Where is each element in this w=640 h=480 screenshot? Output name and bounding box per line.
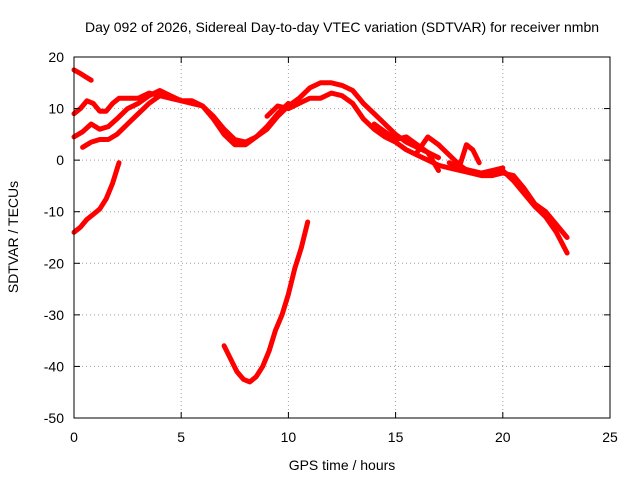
x-axis-label: GPS time / hours (289, 457, 396, 473)
x-tick-label: 0 (70, 429, 78, 445)
series-arc-10 (460, 145, 479, 166)
series-arc-5 (74, 163, 119, 233)
y-tick-label: 20 (48, 49, 64, 65)
y-tick-label: 10 (48, 101, 64, 117)
y-tick-label: -30 (44, 307, 64, 323)
y-tick-label: -10 (44, 204, 64, 220)
grid-layer (74, 57, 610, 418)
series-arc-1 (74, 70, 91, 80)
plot-frame (74, 57, 610, 418)
y-tick-label: -50 (44, 410, 64, 426)
x-tick-label: 25 (602, 429, 618, 445)
chart-svg: 0 5 10 15 20 25 -50 -40 -30 -20 -10 0 10 20 Day 092 o… (0, 0, 640, 480)
series-arc-9 (417, 137, 567, 238)
x-tick-label: 5 (177, 429, 185, 445)
y-tick-label: 0 (56, 152, 64, 168)
x-tick-label: 20 (495, 429, 511, 445)
chart-container: 0 5 10 15 20 25 -50 -40 -30 -20 -10 0 10 20 Day 092 o… (0, 0, 640, 480)
x-tick-label: 15 (388, 429, 404, 445)
y-tick-label: -40 (44, 358, 64, 374)
chart-title: Day 092 of 2026, Sidereal Day-to-day VTE… (85, 19, 599, 35)
y-tick-label: -20 (44, 255, 64, 271)
x-tick-label: 10 (281, 429, 297, 445)
series-arc-6 (224, 222, 308, 382)
y-axis-label: SDTVAR / TECUs (5, 181, 21, 293)
series-layer (74, 70, 567, 382)
series-arc-7 (267, 93, 567, 253)
